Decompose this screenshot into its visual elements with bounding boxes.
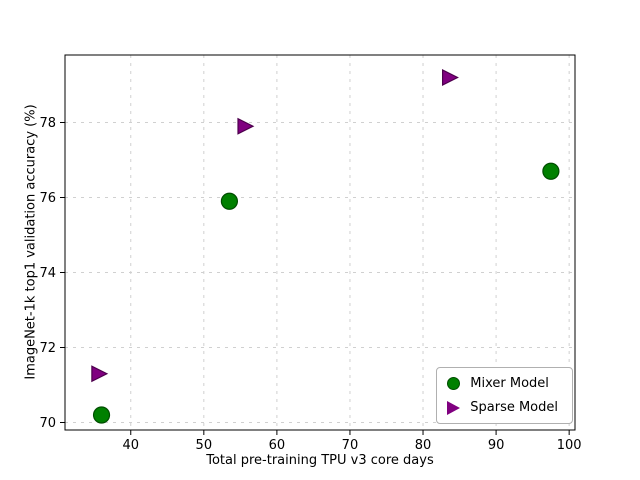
scatter-point-mixer	[92, 406, 111, 424]
x-axis-label: Total pre-training TPU v3 core days	[206, 453, 434, 468]
plot-border	[64, 54, 576, 431]
x-tick-label: 50	[196, 438, 213, 453]
x-tick-label: 100	[557, 438, 582, 453]
y-axis-label: ImageNet-1k top1 validation accuracy (%)	[23, 104, 39, 380]
x-tick-label: 90	[488, 438, 505, 453]
y-tick-label: 76	[39, 191, 56, 206]
circle-marker-icon	[447, 377, 461, 390]
x-tick-label: 70	[342, 438, 359, 453]
scatter-point-mixer	[542, 162, 560, 180]
legend-item-mixer: Mixer Model	[447, 376, 558, 391]
legend-label-sparse: Sparse Model	[470, 400, 558, 415]
y-tick-label: 70	[39, 416, 56, 431]
legend-label-mixer: Mixer Model	[470, 376, 549, 391]
scatter-point-mixer	[220, 192, 238, 210]
y-tick-label: 74	[39, 266, 56, 281]
x-tick-label: 40	[122, 438, 139, 453]
scatter-point-sparse	[91, 365, 109, 383]
y-tick-label: 72	[39, 341, 56, 356]
triangle-right-marker-icon	[447, 400, 461, 415]
y-tick-label: 78	[39, 116, 56, 131]
x-tick-label: 80	[415, 438, 432, 453]
legend-item-sparse: Sparse Model	[447, 400, 558, 415]
scatter-point-sparse	[237, 117, 255, 135]
x-tick-label: 60	[269, 438, 286, 453]
scatter-point-sparse	[441, 69, 459, 86]
legend: Mixer Model Sparse Model	[436, 367, 573, 424]
